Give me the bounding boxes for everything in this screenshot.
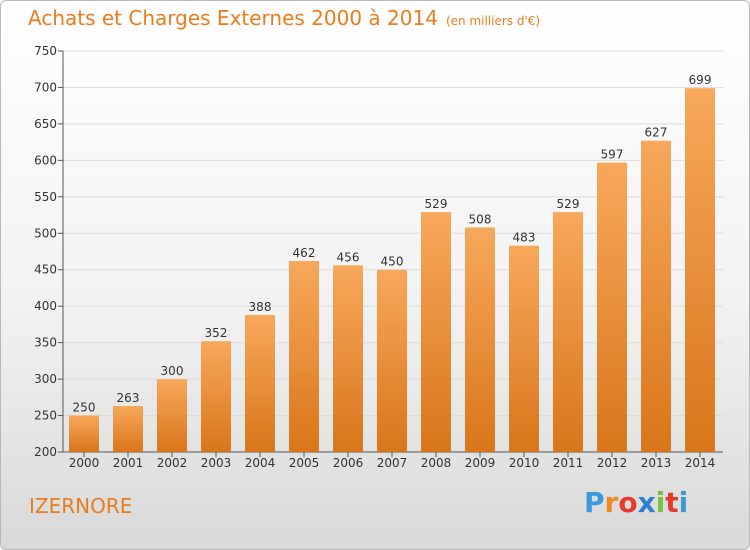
bar	[641, 140, 671, 453]
x-tick-label: 2000	[69, 456, 100, 470]
data-label: 529	[557, 197, 580, 211]
bar	[597, 162, 627, 452]
logo-letter: r	[604, 486, 619, 519]
commune-name: IZERNORE	[29, 494, 133, 518]
data-label: 508	[469, 212, 492, 226]
bar	[421, 212, 451, 452]
bar	[113, 406, 143, 452]
x-tick-label: 2003	[201, 456, 232, 470]
data-label: 250	[73, 401, 96, 415]
data-label: 300	[161, 364, 184, 378]
bar	[553, 212, 583, 452]
y-tick-label: 700	[34, 80, 57, 94]
logo-letter: i	[678, 486, 689, 519]
chart-title: Achats et Charges Externes 2000 à 2014	[28, 6, 438, 30]
logo-letter: o	[618, 486, 638, 519]
logo-letter: i	[655, 486, 666, 519]
x-tick-label: 2008	[421, 456, 452, 470]
y-tick-label: 350	[34, 336, 57, 350]
x-tick-label: 2009	[465, 456, 496, 470]
bars	[69, 88, 715, 453]
x-tick-label: 2007	[377, 456, 408, 470]
x-tick-label: 2005	[289, 456, 320, 470]
x-axis: 2000 2001 2002 2003 2004 2005 2006 2007 2008 2009…	[69, 452, 716, 470]
x-tick-label: 2012	[597, 456, 628, 470]
data-labels: 250 263 300 352 388 462 456 450 529 508 483 529 597 6…	[73, 73, 712, 414]
bar	[377, 269, 407, 452]
bar	[201, 341, 231, 452]
proxiti-logo: Proxiti	[584, 486, 688, 519]
x-tick-label: 2010	[509, 456, 540, 470]
chart-subtitle: (en milliers d'€)	[445, 14, 541, 28]
logo-letter: x	[637, 486, 656, 519]
data-label: 699	[689, 73, 712, 87]
y-tick-label: 400	[34, 299, 57, 313]
x-tick-label: 2001	[113, 456, 144, 470]
data-label: 627	[645, 126, 668, 140]
y-tick-label: 250	[34, 409, 57, 423]
bar	[685, 88, 715, 452]
data-label: 456	[337, 250, 360, 264]
data-label: 462	[293, 246, 316, 260]
y-tick-label: 300	[34, 372, 57, 386]
y-tick-label: 450	[34, 263, 57, 277]
x-tick-label: 2006	[333, 456, 364, 470]
x-tick-label: 2011	[553, 456, 584, 470]
x-tick-label: 2013	[641, 456, 672, 470]
data-label: 450	[381, 255, 404, 269]
data-label: 597	[601, 148, 624, 162]
y-tick-label: 200	[34, 445, 57, 459]
bar	[245, 314, 275, 452]
data-label: 483	[513, 231, 536, 245]
logo-letter: t	[665, 486, 679, 519]
logo-letter: P	[584, 486, 605, 519]
y-tick-label: 550	[34, 190, 57, 204]
title-block: Achats et Charges Externes 2000 à 2014 (e…	[28, 6, 540, 30]
bar	[333, 265, 363, 452]
x-tick-label: 2004	[245, 456, 276, 470]
data-label: 352	[205, 326, 228, 340]
y-tick-label: 500	[34, 226, 57, 240]
bar	[509, 245, 539, 452]
data-label: 388	[249, 300, 272, 314]
data-label: 263	[117, 391, 140, 405]
y-tick-label: 750	[34, 44, 57, 58]
bar	[465, 227, 495, 452]
bar	[289, 260, 319, 452]
bar	[69, 415, 99, 452]
y-tick-label: 600	[34, 153, 57, 167]
bar	[157, 379, 187, 452]
data-label: 529	[425, 197, 448, 211]
x-tick-label: 2002	[157, 456, 188, 470]
y-tick-label: 650	[34, 117, 57, 131]
x-tick-label: 2014	[685, 456, 716, 470]
